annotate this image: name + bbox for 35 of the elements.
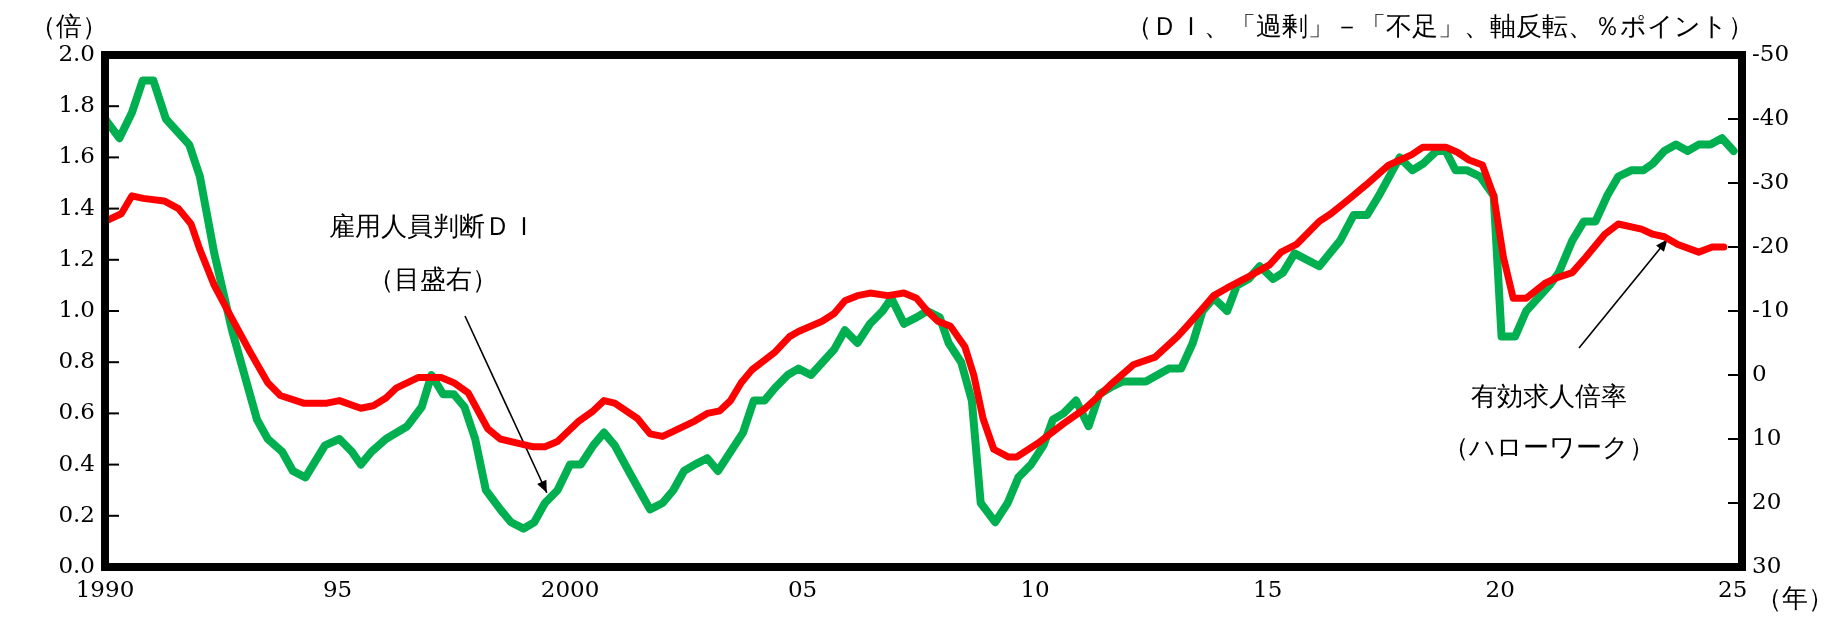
x-tick-label: 20 — [1485, 575, 1515, 602]
y-tick-label: 0.2 — [58, 500, 95, 527]
y-axis-title: （倍） — [30, 11, 108, 41]
y2-tick-label: -30 — [1752, 167, 1790, 194]
y2-tick-label: 30 — [1752, 551, 1782, 578]
y2-tick-label: -50 — [1752, 39, 1790, 66]
x-tick-label: 15 — [1253, 575, 1283, 602]
annotation: （ハローワーク） — [1443, 431, 1655, 462]
x-tick-label: 25 — [1718, 575, 1748, 602]
y2-axis-title: （ＤＩ、「過剰」－「不足」、軸反転、％ポイント） — [1126, 11, 1754, 41]
x-tick-label: 1990 — [75, 575, 135, 602]
y-tick-label: 1.2 — [58, 244, 95, 271]
y-tick-label: 0.6 — [58, 398, 95, 425]
y-tick-label: 1.8 — [58, 91, 95, 118]
annotation: 雇用人員判断ＤＩ — [329, 210, 537, 241]
x-tick-label: 10 — [1020, 575, 1050, 602]
y-tick-label: 1.6 — [58, 142, 95, 169]
x-tick-label: 2000 — [540, 575, 600, 602]
y2-tick-label: 0 — [1752, 359, 1767, 386]
y2-tick-label: -10 — [1752, 295, 1790, 322]
y-tick-label: 1.0 — [58, 295, 95, 322]
x-tick-label: 95 — [322, 575, 353, 602]
y-tick-label: 1.4 — [58, 193, 95, 220]
y-tick-label: 0.0 — [58, 551, 95, 578]
y2-tick-label: 10 — [1752, 423, 1782, 450]
y-tick-label: 2.0 — [58, 39, 95, 66]
x-tick-label: 05 — [787, 575, 818, 602]
y-tick-label: 0.4 — [58, 449, 95, 476]
y-tick-label: 0.8 — [58, 347, 95, 374]
annotation: （目盛右） — [368, 263, 498, 294]
x-axis-title: （年） — [1756, 583, 1834, 613]
annotation: 有効求人倍率 — [1471, 380, 1627, 411]
y2-tick-label: -40 — [1752, 103, 1790, 130]
y2-tick-label: -20 — [1752, 231, 1790, 258]
y2-tick-label: 20 — [1752, 487, 1782, 514]
